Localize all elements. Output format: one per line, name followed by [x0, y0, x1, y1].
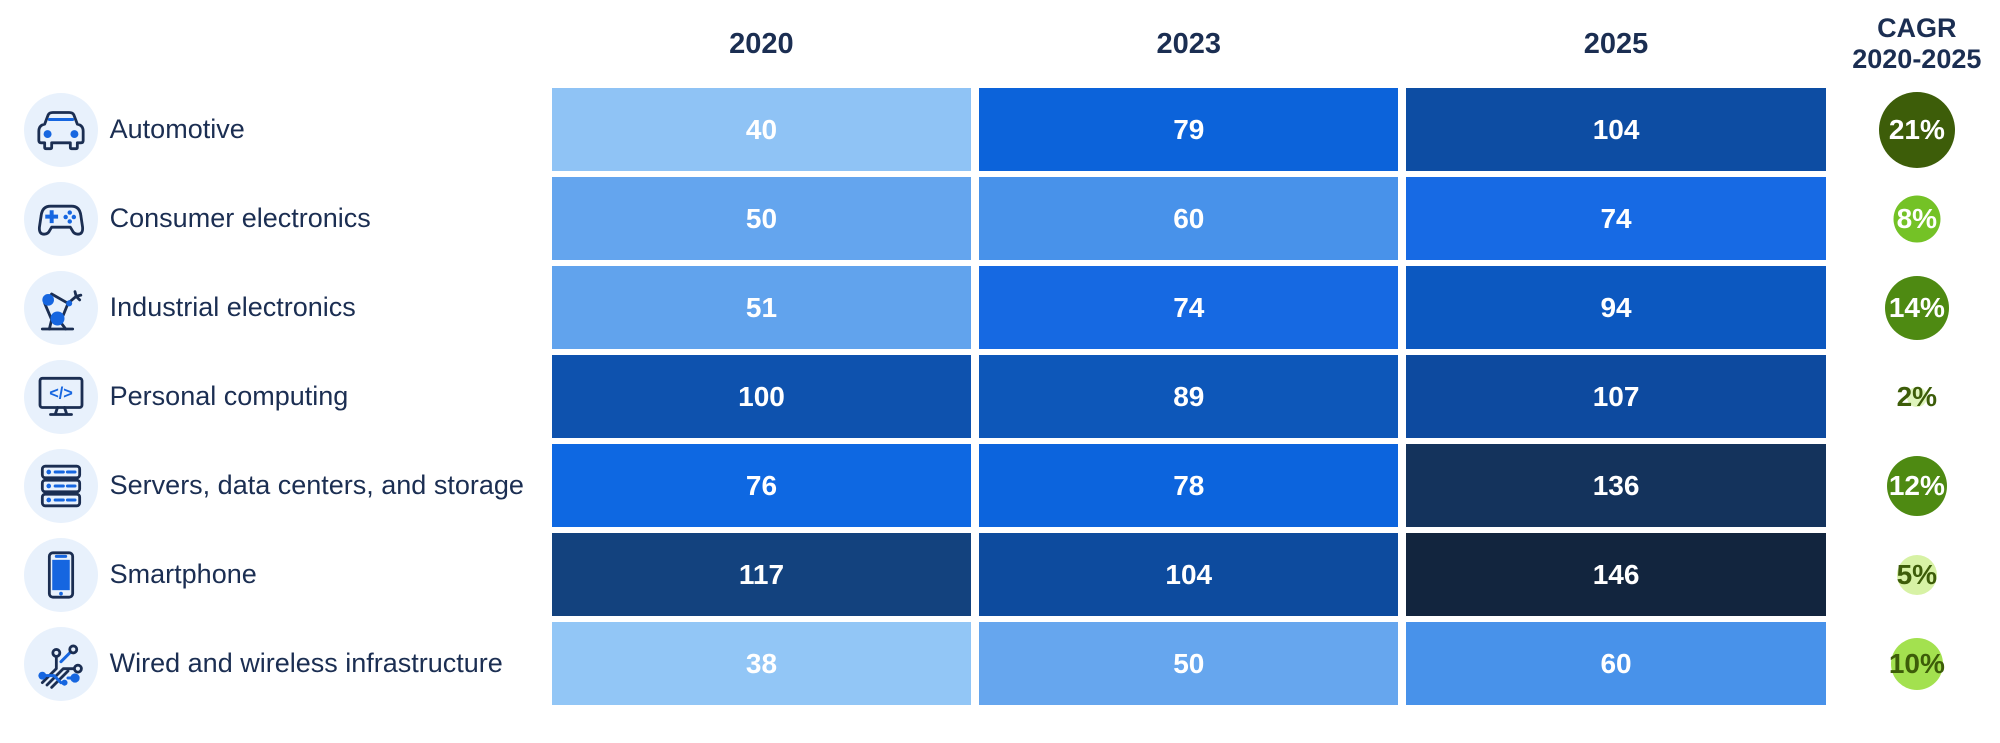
- table-row: Wired and wireless infrastructure 38 50 …: [0, 622, 2000, 705]
- value-cell-2020: 76: [551, 444, 972, 527]
- cagr-value: 21%: [1888, 113, 1945, 145]
- table-row: Servers, data centers, and storage 76 78…: [0, 444, 2000, 527]
- cagr-bubble: [1896, 554, 1937, 595]
- circuit-icon: [24, 626, 98, 701]
- table-row: Smartphone 117 104 146 5%: [0, 533, 2000, 616]
- server-stack-icon: [24, 448, 98, 523]
- value-cell-2020: 38: [551, 622, 972, 705]
- value-cell-2025: 146: [1406, 533, 1826, 616]
- column-header-2023: 2023: [1156, 27, 1221, 60]
- column-header-2025: 2025: [1583, 27, 1649, 60]
- value-cell-2023: 89: [979, 355, 1399, 438]
- value-cell-2023: 79: [979, 88, 1399, 171]
- row-label: Industrial electronics: [109, 292, 356, 322]
- value-cell-2023: 60: [979, 177, 1399, 260]
- value-cell-2025: 104: [1406, 88, 1826, 171]
- game-controller-icon: [24, 181, 98, 256]
- cagr-bubble: [1886, 455, 1947, 516]
- value-cell-2025: 94: [1406, 266, 1826, 349]
- cagr-bubble: [1906, 386, 1927, 407]
- table-row: Automotive 40 79 104 21%: [0, 88, 2000, 171]
- value-cell-2025: 74: [1406, 177, 1826, 260]
- cagr-bubble: [1878, 91, 1955, 168]
- table-row: Industrial electronics 51 74 94 14%: [0, 266, 2000, 349]
- table-row: </> Personal computing 100 89 107 2%: [0, 355, 2000, 438]
- table-row: Consumer electronics 50 60 74 8%: [0, 177, 2000, 260]
- cagr-bubble: [1884, 275, 1949, 340]
- value-cell-2025: 136: [1406, 444, 1826, 527]
- row-label: Automotive: [109, 114, 245, 144]
- cagr-value: 14%: [1888, 291, 1945, 323]
- svg-text:</>: </>: [49, 384, 73, 402]
- car-icon: [24, 92, 98, 167]
- row-label: Consumer electronics: [109, 203, 371, 233]
- value-cell-2020: 40: [551, 88, 972, 171]
- value-cell-2025: 60: [1406, 622, 1826, 705]
- robot-arm-icon: [24, 270, 98, 345]
- row-label: Personal computing: [109, 381, 349, 411]
- row-label: Servers, data centers, and storage: [109, 470, 524, 500]
- monitor-code-icon: </>: [24, 359, 98, 434]
- cagr-value: 8%: [1896, 202, 1938, 234]
- row-label: Smartphone: [109, 559, 257, 589]
- cagr-value: 2%: [1896, 380, 1938, 412]
- value-cell-2023: 74: [979, 266, 1399, 349]
- smartphone-icon: [24, 537, 98, 612]
- value-cell-2020: 51: [551, 266, 972, 349]
- value-cell-2020: 100: [551, 355, 972, 438]
- value-cell-2023: 50: [979, 622, 1399, 705]
- cagr-value: 12%: [1888, 469, 1945, 501]
- value-cell-2025: 107: [1406, 355, 1826, 438]
- cagr-bubble: [1890, 637, 1943, 690]
- cagr-value: 5%: [1896, 558, 1938, 590]
- value-cell-2023: 78: [979, 444, 1399, 527]
- cagr-bubble: [1893, 195, 1941, 242]
- header-row: 2020 2023 2025 CAGR 2020-2025: [0, 0, 2000, 88]
- value-cell-2023: 104: [979, 533, 1399, 616]
- value-cell-2020: 117: [551, 533, 972, 616]
- cagr-value: 10%: [1888, 647, 1945, 679]
- row-label: Wired and wireless infrastructure: [109, 648, 503, 678]
- column-header-cagr: CAGR 2020-2025: [1852, 12, 1982, 74]
- column-header-2020: 2020: [729, 27, 794, 60]
- value-cell-2020: 50: [551, 177, 972, 260]
- heatmap-table: 2020 2023 2025 CAGR 2020-2025 Automotive…: [0, 0, 2000, 705]
